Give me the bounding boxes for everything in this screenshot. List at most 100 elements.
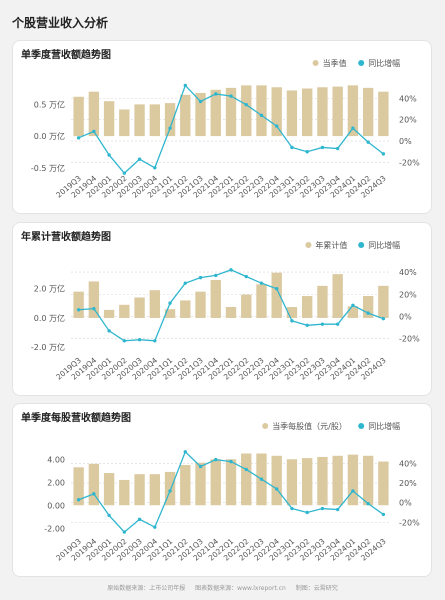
line-point [366,140,370,144]
line-point [229,94,233,98]
left-axis-tick-label: -2.0 万亿 [31,342,65,352]
bar [73,467,84,506]
line-point [168,126,172,130]
chart-svg: 40%20%0%-20%2.0 万亿0.0 万亿-2.0 万亿2019Q3201… [31,240,420,382]
bar [256,85,267,137]
line-point [275,124,279,128]
line-point [122,339,127,343]
line-point [107,329,111,333]
line-point [92,129,96,134]
bar [103,473,115,506]
line-point [214,273,218,278]
line-point [275,287,279,291]
footer-maker: 制图：云霄研究 [295,585,338,592]
bar [119,109,130,137]
footer-source: 原始数据来源：上市公司年报 [107,585,186,592]
bar [317,456,328,506]
line-point [351,126,355,130]
line-point [259,281,264,285]
line-point [153,525,157,529]
bar [378,285,389,318]
legend-label-bar: 当季值 [323,58,347,68]
bar [286,90,298,137]
bar [88,281,100,318]
bar [286,307,298,318]
right-axis-tick-label: 0% [399,137,412,146]
bar [210,459,221,506]
line-point [122,530,127,534]
line-point [351,489,355,493]
bar [378,461,389,506]
bar [149,474,160,506]
chart-title: 年累计营收额趋势图 [21,232,111,243]
bar [286,459,298,506]
bar [347,454,359,506]
bar [271,272,282,318]
line-point [76,136,81,140]
line-point [381,512,386,517]
line-point [320,145,325,150]
bar [362,87,374,137]
bar [241,85,252,137]
legend-swatch-line [358,242,365,248]
bar [73,291,84,318]
chart-title: 单季度每股营收额趋势图 [21,413,131,424]
line-point [107,513,111,518]
bar [271,455,282,506]
line-point [198,464,203,469]
right-axis-tick-label: 0% [399,499,412,508]
line-point [229,268,233,272]
legend-swatch-line [358,423,365,429]
bar [210,89,221,137]
left-axis-tick-label: 4.00 [47,455,65,464]
bar [103,101,115,137]
bar [134,474,145,506]
line-point [229,459,233,464]
right-axis-tick-label: -20% [399,518,420,527]
bar [271,87,282,137]
right-axis-tick-label: 20% [399,479,417,488]
line-point [320,322,325,326]
line-point [137,517,142,522]
page-title: 个股营业收入分析 [12,16,109,30]
bar [180,300,191,318]
line-point [92,492,96,496]
line-point [259,113,264,118]
chart-panel-ytd-revenue: 年累计营收额趋势图 40% 20% 0% -20% 2.0 万亿 0.0 万亿 -2.0 万… [12,222,432,396]
bar [103,309,115,318]
bar [256,284,267,318]
line-point [107,153,111,157]
bar [88,463,100,506]
right-axis-tick-label: 40% [399,268,417,277]
left-axis-tick-label: 2.00 [47,478,65,487]
line-point [153,166,157,170]
bar [73,96,84,137]
line-point [381,316,386,321]
line-point [198,99,203,104]
bar [241,294,252,318]
legend-label-bar: 年累计值 [315,240,347,250]
line-point [335,507,340,512]
line-point [290,145,294,150]
bar [302,458,313,506]
line-point [320,506,325,511]
right-axis-tick-label: -20% [399,335,420,344]
right-axis-tick-label: 20% [399,290,417,299]
line-point [76,498,81,502]
legend-label-line: 同比增幅 [368,240,400,250]
chart-panel-quarterly-revenue-per-share: 单季度每股营收额趋势图 40% 20% 0% -20% 4.00 2.00 0.00 -2.0… [12,403,432,577]
bar [164,471,176,506]
bar [134,297,145,318]
line-point [183,83,187,88]
line-point [351,303,355,308]
bar [195,92,206,137]
line-point [305,510,309,515]
bar [210,279,221,318]
bar [347,85,359,137]
bar [332,274,343,318]
bar [88,91,100,137]
line-point [305,323,309,327]
bar [241,453,252,506]
left-axis-tick-label: 0.0 万亿 [34,313,65,323]
line-point [92,306,96,311]
